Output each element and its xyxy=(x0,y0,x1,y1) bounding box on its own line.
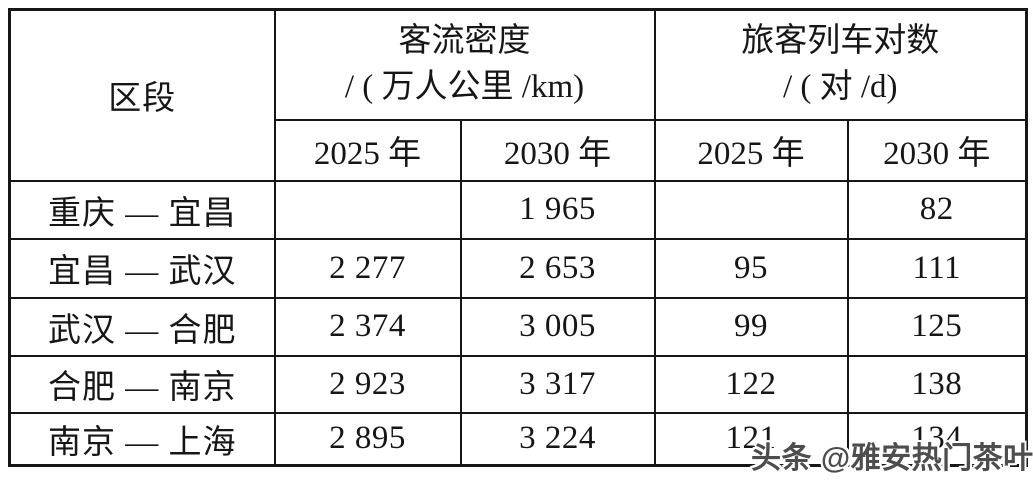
cell-pairs-2025: 122 xyxy=(653,354,849,414)
header-density-2030: 2030 年 xyxy=(459,118,656,182)
table-row: 南京 — 上海 2 895 3 224 121 134 xyxy=(8,411,1028,467)
cell-density-2030: 2 653 xyxy=(459,237,656,299)
cell-density-2030: 3 317 xyxy=(459,354,656,414)
row-section-label: 南京 — 上海 xyxy=(8,411,276,467)
header-density-2025: 2025 年 xyxy=(273,118,462,182)
pairs-group-title: 旅客列车对数 xyxy=(741,23,940,60)
header-group-density: 客流密度 / ( 万人公里 /km) xyxy=(273,8,656,121)
header-pairs-2030: 2030 年 xyxy=(846,118,1028,182)
header-section: 区段 xyxy=(8,8,276,182)
cell-density-2025: 2 895 xyxy=(273,411,462,467)
row-section-label: 重庆 — 宜昌 xyxy=(8,179,276,240)
cell-pairs-2030: 134 xyxy=(846,411,1028,467)
cell-pairs-2030: 111 xyxy=(846,237,1028,299)
row-section-label: 合肥 — 南京 xyxy=(8,354,276,414)
pairs-group-unit: / ( 对 /d) xyxy=(782,68,898,105)
table-row: 宜昌 — 武汉 2 277 2 653 95 111 xyxy=(8,237,1028,299)
row-section-label: 宜昌 — 武汉 xyxy=(8,237,276,299)
header-year-row: 2025 年 2030 年 2025 年 2030 年 xyxy=(10,118,1028,182)
density-group-unit: / ( 万人公里 /km) xyxy=(344,68,585,105)
header-group-pairs: 旅客列车对数 / ( 对 /d) xyxy=(653,8,1028,121)
row-section-label: 武汉 — 合肥 xyxy=(8,296,276,357)
density-group-title: 客流密度 xyxy=(398,23,531,60)
railway-data-table: 区段 客流密度 / ( 万人公里 /km) 旅客列车对数 / ( 对 /d) 2… xyxy=(8,8,1029,467)
cell-density-2025: 2 374 xyxy=(273,296,462,357)
cell-pairs-2025 xyxy=(653,179,849,240)
cell-pairs-2030: 138 xyxy=(846,354,1028,414)
table-row: 武汉 — 合肥 2 374 3 005 99 125 xyxy=(8,296,1028,357)
header-pairs-2025: 2025 年 xyxy=(653,118,849,182)
cell-density-2025: 2 277 xyxy=(273,237,462,299)
cell-pairs-2025: 95 xyxy=(653,237,849,299)
cell-pairs-2025: 121 xyxy=(653,411,849,467)
table-row: 重庆 — 宜昌 1 965 82 xyxy=(8,179,1028,240)
cell-density-2025: 2 923 xyxy=(273,354,462,414)
cell-density-2030: 1 965 xyxy=(459,179,656,240)
cell-pairs-2030: 82 xyxy=(846,179,1028,240)
cell-pairs-2025: 99 xyxy=(653,296,849,357)
cell-density-2030: 3 005 xyxy=(459,296,656,357)
header-group-row: 区段 客流密度 / ( 万人公里 /km) 旅客列车对数 / ( 对 /d) xyxy=(8,8,1028,182)
cell-pairs-2030: 125 xyxy=(846,296,1028,357)
cell-density-2030: 3 224 xyxy=(459,411,656,467)
toutiao-watermark: 头条 @雅安热门茶叶 xyxy=(751,442,1033,475)
table-row: 合肥 — 南京 2 923 3 317 122 138 xyxy=(8,354,1028,414)
cell-density-2025 xyxy=(273,179,462,240)
